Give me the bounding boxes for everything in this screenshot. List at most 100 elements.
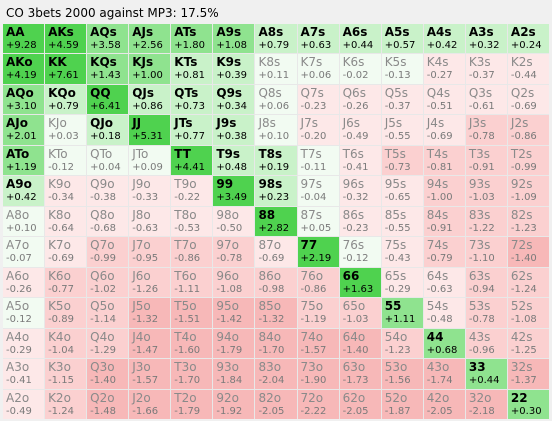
hand-cell[interactable]: Q5s -0.37 — [382, 85, 423, 114]
hand-cell[interactable]: 83s -1.22 — [466, 207, 507, 236]
hand-cell[interactable]: K3s -0.37 — [466, 54, 507, 83]
hand-cell[interactable]: 62o -2.05 — [340, 390, 381, 419]
hand-cell[interactable]: 85s -0.55 — [382, 207, 423, 236]
hand-cell[interactable]: T9o -0.22 — [171, 176, 212, 205]
hand-cell[interactable]: A6o -0.26 — [3, 268, 44, 297]
hand-cell[interactable]: K6s -0.02 — [340, 54, 381, 83]
hand-cell[interactable]: 93o -1.84 — [213, 359, 254, 388]
hand-cell[interactable]: 32s -1.37 — [508, 359, 549, 388]
hand-cell[interactable]: A9o +0.42 — [3, 176, 44, 205]
hand-cell[interactable]: J9o -0.33 — [129, 176, 170, 205]
hand-cell[interactable]: 76o -0.86 — [298, 268, 339, 297]
hand-cell[interactable]: 54o -1.23 — [382, 329, 423, 358]
hand-cell[interactable]: Q9s +0.34 — [213, 85, 254, 114]
hand-cell[interactable]: T3s -0.91 — [466, 146, 507, 175]
hand-cell[interactable]: J3o -1.57 — [129, 359, 170, 388]
hand-cell[interactable]: J7o -0.95 — [129, 237, 170, 266]
hand-cell[interactable]: T4o -1.60 — [171, 329, 212, 358]
hand-cell[interactable]: J7s -0.20 — [298, 115, 339, 144]
hand-cell[interactable]: 94o -1.79 — [213, 329, 254, 358]
hand-cell[interactable]: 84o -1.70 — [255, 329, 296, 358]
hand-cell[interactable]: KQo +0.79 — [45, 85, 86, 114]
hand-cell[interactable]: A2o -0.49 — [3, 390, 44, 419]
hand-cell[interactable]: T6s -0.41 — [340, 146, 381, 175]
hand-cell[interactable]: A9s +1.08 — [213, 24, 254, 53]
hand-cell[interactable]: 53s -0.78 — [466, 298, 507, 327]
hand-cell[interactable]: 92o -1.92 — [213, 390, 254, 419]
hand-cell[interactable]: 52o -1.87 — [382, 390, 423, 419]
hand-cell[interactable]: A3s +0.32 — [466, 24, 507, 53]
hand-cell[interactable]: KJo +0.03 — [45, 115, 86, 144]
hand-cell[interactable]: 93s -1.03 — [466, 176, 507, 205]
hand-cell[interactable]: 87o -0.69 — [255, 237, 296, 266]
hand-cell[interactable]: T4s -0.81 — [424, 146, 465, 175]
hand-cell[interactable]: J3s -0.78 — [466, 115, 507, 144]
hand-cell[interactable]: J5s -0.55 — [382, 115, 423, 144]
hand-cell[interactable]: 76s -0.12 — [340, 237, 381, 266]
hand-cell[interactable]: 83o -2.04 — [255, 359, 296, 388]
hand-cell[interactable]: T2o -1.79 — [171, 390, 212, 419]
hand-cell[interactable]: Q8o -0.68 — [87, 207, 128, 236]
hand-cell[interactable]: AJs +2.56 — [129, 24, 170, 53]
hand-cell[interactable]: Q2o -1.48 — [87, 390, 128, 419]
hand-cell[interactable]: Q3o -1.40 — [87, 359, 128, 388]
hand-cell[interactable]: 98o -0.50 — [213, 207, 254, 236]
hand-cell[interactable]: Q4o -1.29 — [87, 329, 128, 358]
hand-cell[interactable]: AA +9.28 — [3, 24, 44, 53]
hand-cell[interactable]: 52s -1.08 — [508, 298, 549, 327]
hand-cell[interactable]: ATo +1.19 — [3, 146, 44, 175]
hand-cell[interactable]: T5s -0.73 — [382, 146, 423, 175]
hand-cell[interactable]: AQo +3.10 — [3, 85, 44, 114]
hand-cell[interactable]: Q2s -0.69 — [508, 85, 549, 114]
hand-cell[interactable]: ATs +1.80 — [171, 24, 212, 53]
hand-cell[interactable]: 75s -0.43 — [382, 237, 423, 266]
hand-cell[interactable]: Q7s -0.23 — [298, 85, 339, 114]
hand-cell[interactable]: AKs +4.59 — [45, 24, 86, 53]
hand-cell[interactable]: J6s -0.49 — [340, 115, 381, 144]
hand-cell[interactable]: 65o -1.03 — [340, 298, 381, 327]
hand-cell[interactable]: K8o -0.64 — [45, 207, 86, 236]
hand-cell[interactable]: 84s -0.91 — [424, 207, 465, 236]
hand-cell[interactable]: T8s +0.19 — [255, 146, 296, 175]
hand-cell[interactable]: 87s +0.05 — [298, 207, 339, 236]
hand-cell[interactable]: A4s +0.42 — [424, 24, 465, 53]
hand-cell[interactable]: J4o -1.47 — [129, 329, 170, 358]
hand-cell[interactable]: 72o -2.22 — [298, 390, 339, 419]
hand-cell[interactable]: A6s +0.44 — [340, 24, 381, 53]
hand-cell[interactable]: A8s +0.79 — [255, 24, 296, 53]
hand-cell[interactable]: K6o -0.77 — [45, 268, 86, 297]
hand-cell[interactable]: Q7o -0.99 — [87, 237, 128, 266]
hand-cell[interactable]: A5o -0.12 — [3, 298, 44, 327]
hand-cell[interactable]: JTo +0.09 — [129, 146, 170, 175]
hand-cell[interactable]: J8s +0.10 — [255, 115, 296, 144]
hand-cell[interactable]: T7s -0.11 — [298, 146, 339, 175]
hand-cell[interactable]: KQs +1.43 — [87, 54, 128, 83]
hand-cell[interactable]: 33 +0.44 — [466, 359, 507, 388]
hand-cell[interactable]: 53o -1.56 — [382, 359, 423, 388]
hand-cell[interactable]: T8o -0.53 — [171, 207, 212, 236]
hand-cell[interactable]: KK +7.61 — [45, 54, 86, 83]
hand-cell[interactable]: Q3s -0.61 — [466, 85, 507, 114]
hand-cell[interactable]: AJo +2.01 — [3, 115, 44, 144]
hand-cell[interactable]: A7o -0.07 — [3, 237, 44, 266]
hand-cell[interactable]: 96s -0.32 — [340, 176, 381, 205]
hand-cell[interactable]: J6o -1.26 — [129, 268, 170, 297]
hand-cell[interactable]: 73o -1.90 — [298, 359, 339, 388]
hand-cell[interactable]: J4s -0.69 — [424, 115, 465, 144]
hand-cell[interactable]: 55 +1.11 — [382, 298, 423, 327]
hand-cell[interactable]: QJs +0.86 — [129, 85, 170, 114]
hand-cell[interactable]: 62s -1.24 — [508, 268, 549, 297]
hand-cell[interactable]: K9o -0.34 — [45, 176, 86, 205]
hand-cell[interactable]: 43o -1.74 — [424, 359, 465, 388]
hand-cell[interactable]: K7s +0.06 — [298, 54, 339, 83]
hand-cell[interactable]: AKo +4.19 — [3, 54, 44, 83]
hand-cell[interactable]: QJo +0.18 — [87, 115, 128, 144]
hand-cell[interactable]: T5o -1.51 — [171, 298, 212, 327]
hand-cell[interactable]: K5s -0.13 — [382, 54, 423, 83]
hand-cell[interactable]: 63s -0.94 — [466, 268, 507, 297]
hand-cell[interactable]: T3o -1.70 — [171, 359, 212, 388]
hand-cell[interactable]: QQ +6.41 — [87, 85, 128, 114]
hand-cell[interactable]: 75o -1.19 — [298, 298, 339, 327]
hand-cell[interactable]: J9s +0.38 — [213, 115, 254, 144]
hand-cell[interactable]: K7o -0.69 — [45, 237, 86, 266]
